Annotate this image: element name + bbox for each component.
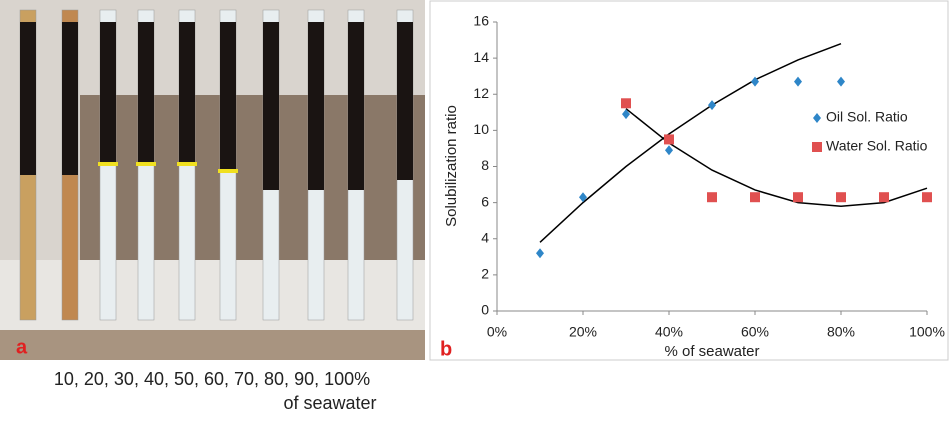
panel-label: b xyxy=(440,338,452,360)
x-tick-label: 0% xyxy=(487,324,507,340)
caption: of seawater xyxy=(283,393,376,413)
y-tick-label: 2 xyxy=(481,266,489,282)
oil-layer xyxy=(62,22,78,175)
x-tick-label: 100% xyxy=(909,324,945,340)
photo xyxy=(0,0,425,360)
y-tick-label: 10 xyxy=(473,121,489,137)
interface-mark xyxy=(218,169,238,173)
legend-label: Oil Sol. Ratio xyxy=(826,109,908,125)
oil-layer xyxy=(348,22,364,190)
interface-mark xyxy=(136,162,156,166)
oil-layer xyxy=(100,22,116,165)
y-tick-label: 12 xyxy=(473,85,489,101)
point xyxy=(836,192,846,202)
x-axis-label: % of seawater xyxy=(664,343,759,360)
oil-layer xyxy=(20,22,36,175)
x-tick-label: 40% xyxy=(655,324,683,340)
y-tick-label: 0 xyxy=(481,302,489,318)
interface-mark xyxy=(98,162,118,166)
y-tick-label: 8 xyxy=(481,157,489,173)
legend-label: Water Sol. Ratio xyxy=(826,138,928,154)
x-tick-label: 60% xyxy=(741,324,769,340)
legend-marker xyxy=(812,142,822,152)
interface-mark xyxy=(177,162,197,166)
oil-layer xyxy=(263,22,279,190)
oil-layer xyxy=(138,22,154,165)
point xyxy=(793,192,803,202)
y-tick-label: 16 xyxy=(473,13,489,29)
x-tick-label: 20% xyxy=(569,324,597,340)
y-tick-label: 14 xyxy=(473,49,489,65)
point xyxy=(879,192,889,202)
rack-base xyxy=(0,330,425,360)
y-tick-label: 6 xyxy=(481,193,489,209)
caption: 10, 20, 30, 40, 50, 60, 70, 80, 90, 100% xyxy=(54,369,370,389)
oil-layer xyxy=(308,22,324,190)
chart-frame xyxy=(430,1,948,360)
y-tick-label: 4 xyxy=(481,229,489,245)
point xyxy=(664,134,674,144)
oil-layer xyxy=(220,22,236,172)
oil-layer xyxy=(397,22,413,180)
figure: 10, 20, 30, 40, 50, 60, 70, 80, 90, 100%… xyxy=(0,0,949,416)
y-axis-label: Solubilization ratio xyxy=(443,105,460,227)
x-tick-label: 80% xyxy=(827,324,855,340)
oil-layer xyxy=(179,22,195,165)
point xyxy=(922,192,932,202)
point xyxy=(707,192,717,202)
point xyxy=(750,192,760,202)
panel-label: a xyxy=(16,336,28,358)
point xyxy=(621,98,631,108)
